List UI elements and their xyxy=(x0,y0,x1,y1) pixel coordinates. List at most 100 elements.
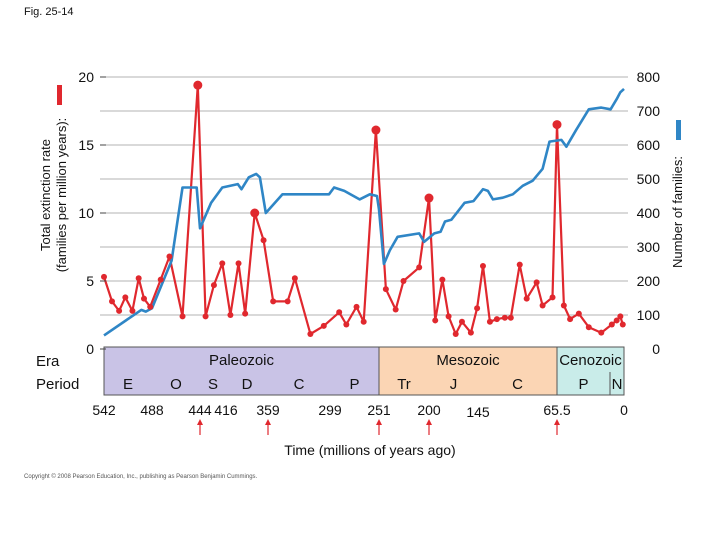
extinction-point xyxy=(416,264,423,271)
extinction-legend-marker xyxy=(57,85,62,105)
extinction-point xyxy=(109,298,115,305)
x-tick-label: 359 xyxy=(256,402,280,418)
extinction-point xyxy=(400,278,407,284)
extinction-point xyxy=(166,253,173,260)
extinction-point xyxy=(353,303,360,310)
extinction-point xyxy=(507,314,514,321)
arrow-head xyxy=(265,419,271,425)
extinction-point xyxy=(343,321,350,328)
extinction-point xyxy=(179,313,186,320)
extinction-point xyxy=(445,313,452,320)
extinction-point xyxy=(270,298,277,305)
extinction-point xyxy=(424,193,434,203)
extinction-point xyxy=(141,295,147,302)
extinction-point xyxy=(474,305,481,312)
x-tick-label: 444 xyxy=(188,402,212,418)
period-label: D xyxy=(242,376,253,393)
y-right-tick-label: 300 xyxy=(637,239,661,255)
extinction-point xyxy=(533,279,540,286)
extinction-point xyxy=(129,307,136,314)
y-right-axis-title: Number of families: xyxy=(670,156,685,268)
extinction-point xyxy=(101,273,107,280)
extinction-point xyxy=(157,276,164,283)
extinction-point xyxy=(439,276,446,283)
extinction-point xyxy=(250,208,260,218)
families-line xyxy=(103,87,625,337)
era-row-label: Era xyxy=(36,353,60,370)
extinction-point xyxy=(291,275,298,282)
y-right-tick-label: 700 xyxy=(637,103,661,119)
x-tick-label: 251 xyxy=(367,402,391,418)
x-tick-label: 542 xyxy=(92,402,116,418)
x-tick-label: 145 xyxy=(466,404,490,420)
extinction-point xyxy=(284,298,291,305)
x-tick-label: 65.5 xyxy=(543,402,570,418)
y-right-tick-label: 100 xyxy=(637,307,661,323)
extinction-point xyxy=(549,294,556,301)
extinction-point xyxy=(567,316,574,323)
extinction-point xyxy=(617,313,624,320)
x-tick-label: 200 xyxy=(417,402,441,418)
series xyxy=(101,80,626,338)
y-left-tick-label: 5 xyxy=(86,273,94,289)
extinction-point xyxy=(135,275,142,282)
extinction-point xyxy=(392,306,399,313)
y-right-tick-label: 200 xyxy=(637,273,661,289)
extinction-point xyxy=(242,310,249,317)
extinction-point xyxy=(336,309,343,316)
period-label: Tr xyxy=(397,376,411,393)
y-right-tick-label: 800 xyxy=(637,69,661,85)
y-left-axis-title-line2: (families per million years): xyxy=(54,118,69,273)
x-tick-label: 488 xyxy=(140,402,164,418)
period-label: E xyxy=(123,376,133,393)
extinction-point xyxy=(147,303,154,310)
period-label: S xyxy=(208,376,218,393)
period-label: J xyxy=(450,376,458,393)
period-label: C xyxy=(512,376,523,393)
extinction-point xyxy=(360,318,367,325)
x-tick-label: 416 xyxy=(214,402,238,418)
extinction-point xyxy=(227,312,234,318)
families-legend-marker xyxy=(676,120,681,140)
period-label: O xyxy=(170,376,182,393)
figure-label: Fig. 25-14 xyxy=(24,6,74,18)
y-right-tick-label: 0 xyxy=(652,341,660,357)
era-label: Mesozoic xyxy=(436,352,500,369)
extinction-point xyxy=(116,307,123,314)
extinction-point xyxy=(585,324,592,331)
arrow-head xyxy=(197,419,203,425)
extinction-point xyxy=(516,261,523,268)
y-left-tick-label: 15 xyxy=(78,137,94,153)
arrow-head xyxy=(426,419,432,425)
extinction-point xyxy=(122,294,129,301)
y-right-tick-label: 600 xyxy=(637,137,661,153)
period-label: P xyxy=(578,376,588,393)
extinction-point xyxy=(467,329,474,336)
extinction-point xyxy=(539,302,546,309)
period-label: P xyxy=(349,376,359,393)
extinction-point xyxy=(210,282,217,289)
arrow-head xyxy=(376,419,382,425)
extinction-line xyxy=(102,84,624,336)
mass-extinction-arrows xyxy=(197,419,560,435)
extinction-point xyxy=(202,313,209,320)
geologic-time-bands: Paleozoic Mesozoic Cenozoic E O S D C P Tr J C P N Era… xyxy=(36,346,625,396)
extinction-point xyxy=(493,316,500,323)
copyright-text: Copyright © 2008 Pearson Education, Inc.… xyxy=(24,474,258,480)
extinction-point xyxy=(458,318,465,325)
period-label: C xyxy=(294,376,305,393)
x-tick-label: 299 xyxy=(318,402,342,418)
extinction-point xyxy=(523,295,530,302)
extinction-point xyxy=(501,314,508,321)
extinction-point xyxy=(479,263,486,270)
era-band xyxy=(103,346,380,396)
x-tick-label: 0 xyxy=(620,402,628,418)
y-left-tick-label: 20 xyxy=(78,69,94,85)
arrow-head xyxy=(554,419,560,425)
extinction-point xyxy=(320,322,327,329)
y-left-tick-label: 10 xyxy=(78,205,94,221)
extinction-point xyxy=(619,321,626,328)
period-row-label: Period xyxy=(36,376,79,393)
extinction-point xyxy=(452,331,459,338)
